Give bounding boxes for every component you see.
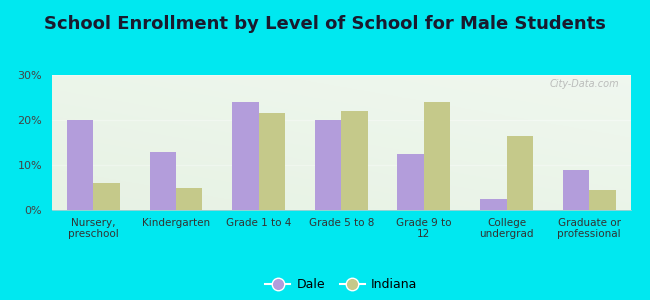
Legend: Dale, Indiana: Dale, Indiana — [260, 273, 422, 296]
Bar — [315, 120, 341, 210]
Bar — [67, 120, 94, 210]
Bar — [480, 199, 506, 210]
Text: City-Data.com: City-Data.com — [549, 79, 619, 89]
Bar — [176, 188, 202, 210]
Bar — [150, 152, 176, 210]
Bar — [563, 169, 589, 210]
Bar — [341, 111, 368, 210]
Bar — [506, 136, 533, 210]
Bar — [67, 120, 94, 210]
Bar — [259, 113, 285, 210]
Bar — [397, 154, 424, 210]
Bar — [563, 169, 589, 210]
Bar — [397, 154, 424, 210]
Bar — [589, 190, 616, 210]
Bar — [480, 199, 506, 210]
Bar — [94, 183, 120, 210]
Bar — [341, 111, 368, 210]
Bar — [176, 188, 202, 210]
Bar — [94, 183, 120, 210]
Bar — [506, 136, 533, 210]
Bar — [150, 152, 176, 210]
Bar — [589, 190, 616, 210]
Bar — [424, 102, 450, 210]
Bar — [424, 102, 450, 210]
Bar — [259, 113, 285, 210]
Bar — [232, 102, 259, 210]
Text: School Enrollment by Level of School for Male Students: School Enrollment by Level of School for… — [44, 15, 606, 33]
Bar — [315, 120, 341, 210]
Bar — [232, 102, 259, 210]
